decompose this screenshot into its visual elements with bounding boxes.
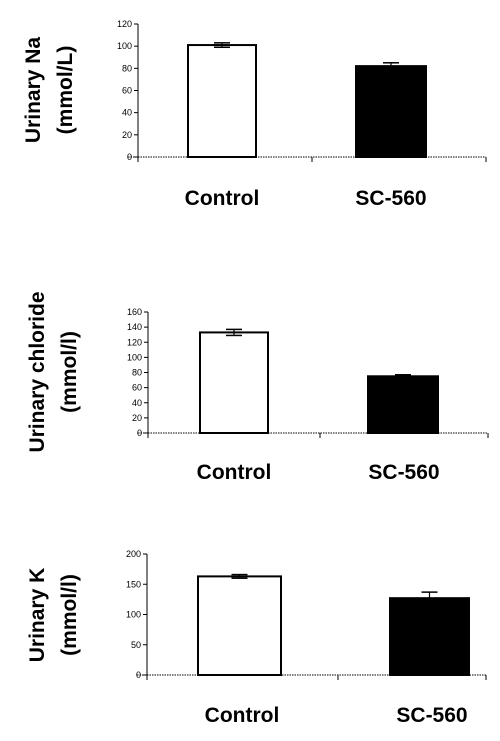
bar-sc-560 [389,597,470,676]
chart-panel-1: 0 20 40 60 80 100 120 Control SC-560 Urinary Na (m… [22,19,487,210]
bar-sc-560 [355,65,427,158]
chart-panel-2: 0 20 40 60 80 100 120 140 160 Control SC-560 Urinar… [26,291,489,484]
y-axis-label: (mmol/L) [54,46,77,135]
bar-sc-560 [367,375,439,434]
y-tick-label: 40 [132,398,142,408]
y-tick-label: 150 [126,579,141,589]
y-tick-label: 0 [127,152,132,162]
y-tick-label: 60 [122,86,132,96]
y-axis-label: (mmol/l) [58,574,81,656]
y-tick-label: 160 [127,307,142,317]
y-tick-label: 0 [136,670,141,680]
y-tick-label: 100 [126,610,141,620]
bar-control [187,44,257,158]
y-tick-label: 200 [126,549,141,559]
y-tick-label: 20 [132,413,142,423]
y-tick-label: 20 [122,130,132,140]
bar-control [199,331,269,435]
y-tick-label: 140 [127,322,142,332]
y-tick-label: 0 [137,428,142,438]
y-axis-label: Urinary K [26,568,49,663]
y-tick-label: 120 [127,337,142,347]
y-tick-label: 100 [117,41,132,51]
category-label: SC-560 [355,187,426,210]
category-label: Control [197,461,272,484]
y-tick-label: 60 [132,383,142,393]
category-label: Control [185,187,260,210]
y-tick-label: 80 [122,63,132,73]
chart-panel-3: 0 50 100 150 200 Control SC-560 Urinary K (mmol/… [26,549,487,727]
category-label: Control [205,704,280,727]
y-tick-label: 100 [127,352,142,362]
category-label: SC-560 [368,461,439,484]
bar-control [197,575,282,677]
y-axis-label: Urinary chloride [26,291,49,452]
y-axis-label: Urinary Na [22,37,45,144]
y-tick-label: 80 [132,368,142,378]
y-tick-label: 120 [117,19,132,29]
y-tick-label: 40 [122,108,132,118]
category-label: SC-560 [396,704,467,727]
y-axis-label: (mmol/l) [58,331,81,413]
y-tick-label: 50 [131,640,141,650]
